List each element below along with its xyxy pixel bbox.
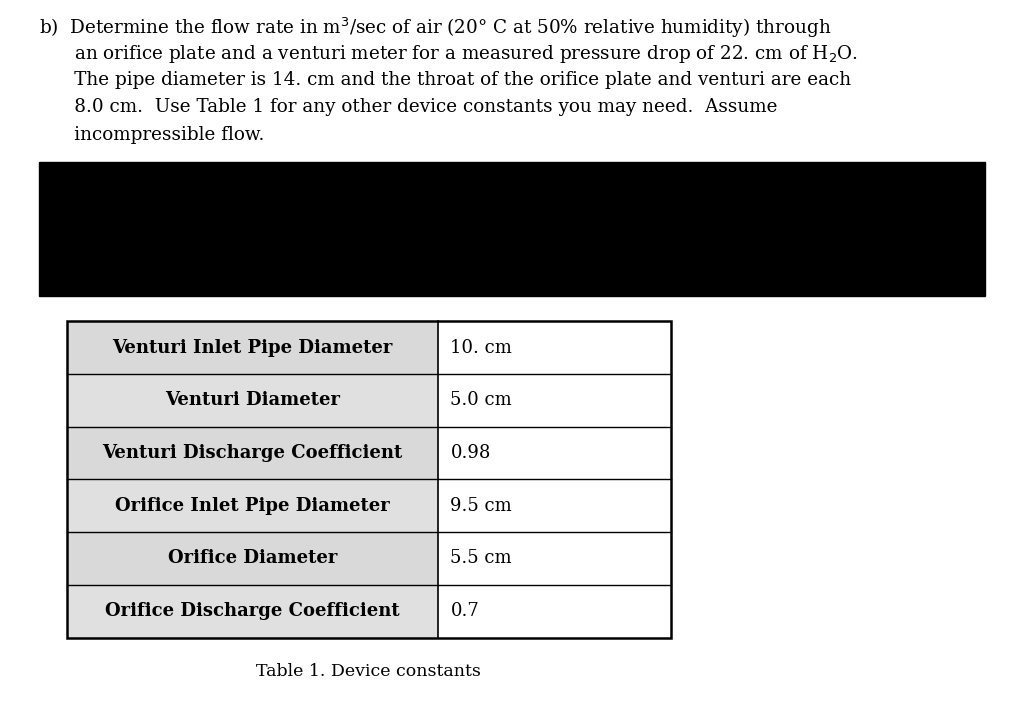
Text: 5.0 cm: 5.0 cm (451, 391, 512, 409)
Text: Orifice Discharge Coefficient: Orifice Discharge Coefficient (105, 602, 399, 620)
Bar (39, 162, 985, 296)
Text: incompressible flow.: incompressible flow. (39, 126, 264, 144)
Bar (67, 321, 671, 638)
Text: Table 1. Device constants: Table 1. Device constants (256, 663, 481, 680)
Text: 10. cm: 10. cm (451, 339, 512, 357)
Text: The pipe diameter is 14. cm and the throat of the orifice plate and venturi are : The pipe diameter is 14. cm and the thro… (39, 71, 851, 89)
Text: 9.5 cm: 9.5 cm (451, 497, 512, 515)
Bar (438, 585, 671, 638)
Bar (67, 427, 438, 479)
Text: an orifice plate and a venturi meter for a measured pressure drop of 22. cm of H: an orifice plate and a venturi meter for… (39, 43, 858, 65)
Text: Venturi Inlet Pipe Diameter: Venturi Inlet Pipe Diameter (113, 339, 392, 357)
Bar (438, 321, 671, 374)
Bar (438, 479, 671, 532)
Bar (67, 532, 438, 585)
Text: Venturi Discharge Coefficient: Venturi Discharge Coefficient (102, 444, 402, 462)
Bar (67, 374, 438, 427)
Bar (438, 532, 671, 585)
Text: Orifice Inlet Pipe Diameter: Orifice Inlet Pipe Diameter (115, 497, 390, 515)
Bar (67, 321, 438, 374)
Bar (438, 427, 671, 479)
Bar (67, 585, 438, 638)
Text: 5.5 cm: 5.5 cm (451, 549, 512, 567)
Text: Venturi Diameter: Venturi Diameter (165, 391, 340, 409)
Bar (67, 479, 438, 532)
Text: b)  Determine the flow rate in m$^3$/sec of air (20° C at 50% relative humidity): b) Determine the flow rate in m$^3$/sec … (39, 16, 831, 40)
Text: 8.0 cm.  Use Table 1 for any other device constants you may need.  Assume: 8.0 cm. Use Table 1 for any other device… (39, 98, 777, 116)
Text: Orifice Diameter: Orifice Diameter (168, 549, 337, 567)
Text: 0.98: 0.98 (451, 444, 490, 462)
Text: 0.7: 0.7 (451, 602, 479, 620)
Bar (438, 374, 671, 427)
